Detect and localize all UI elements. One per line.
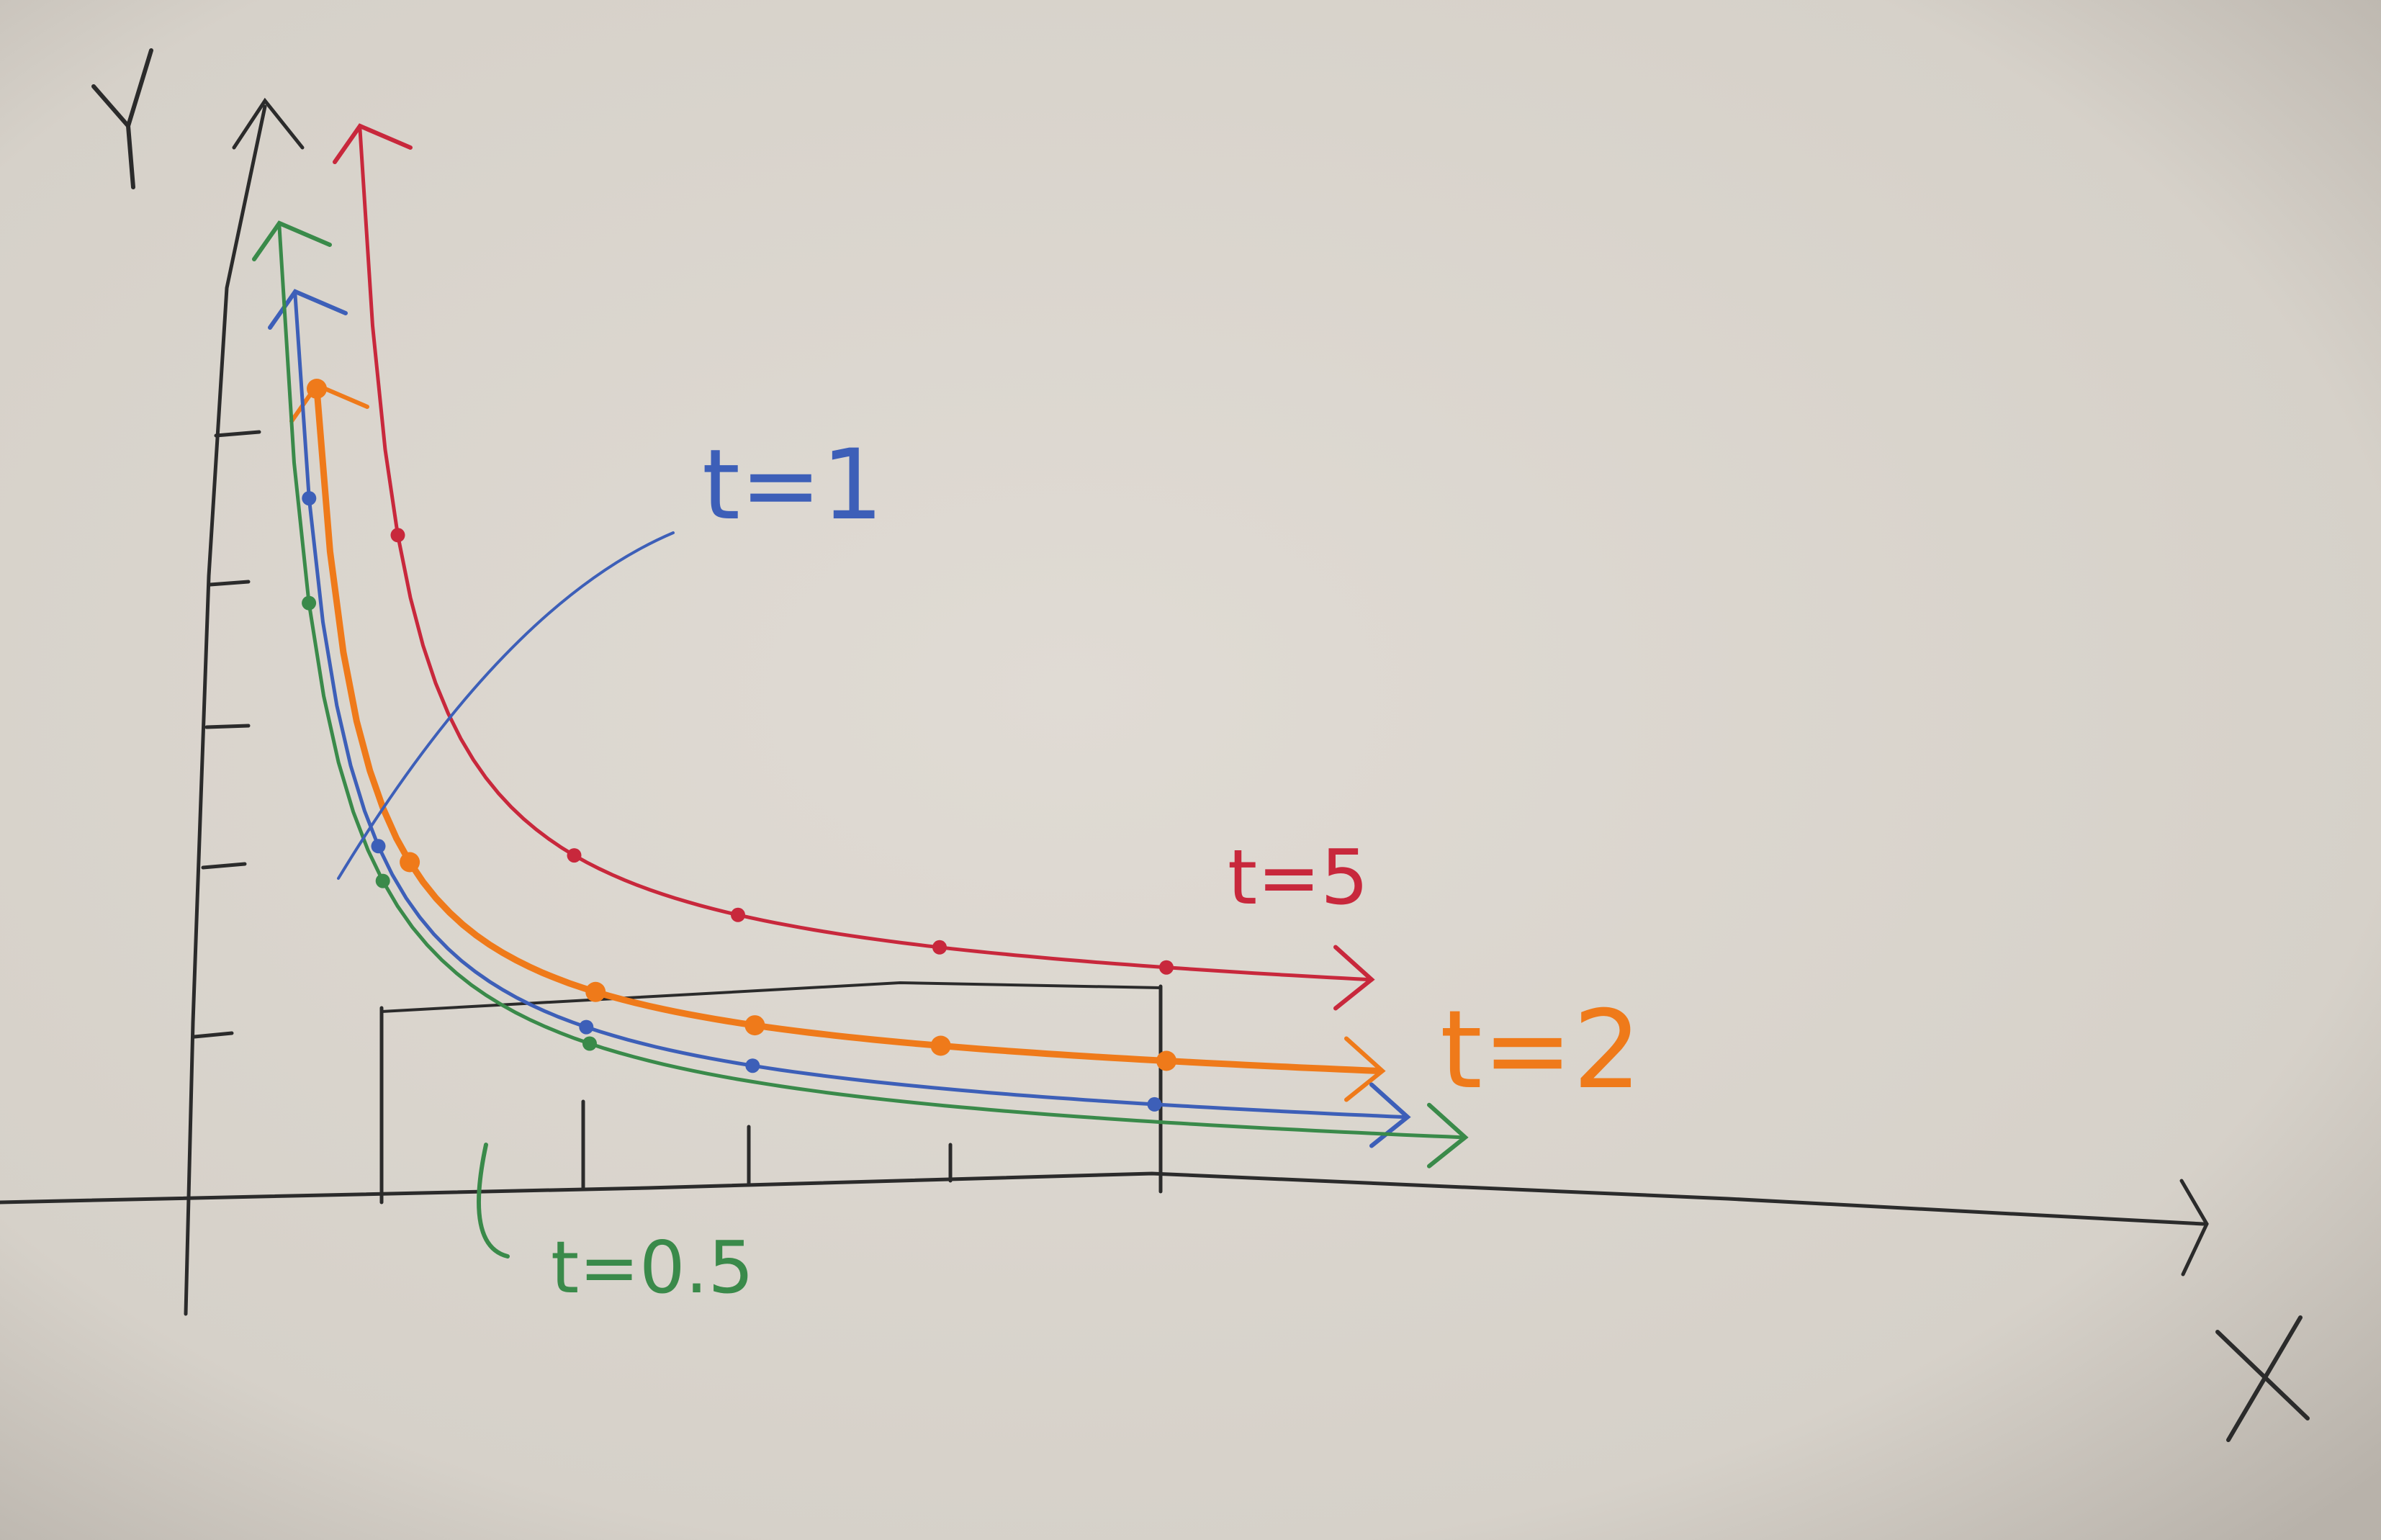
curve-point bbox=[585, 981, 606, 1002]
leader-t05 bbox=[477, 1143, 510, 1258]
curve-point bbox=[400, 852, 420, 873]
curve-point bbox=[1156, 1050, 1176, 1071]
curve-t-1 bbox=[293, 293, 1406, 1119]
curve-point bbox=[1147, 1097, 1162, 1112]
y-axis-label-glyph bbox=[91, 48, 153, 189]
axes bbox=[0, 97, 2209, 1316]
curve-point bbox=[582, 1036, 597, 1051]
curves-layer bbox=[252, 123, 1469, 1168]
y-tick bbox=[204, 724, 251, 729]
label-t1: t=1 bbox=[702, 428, 883, 541]
curve-point bbox=[930, 1035, 951, 1056]
curve-point bbox=[579, 1019, 594, 1035]
curve-point bbox=[1159, 960, 1174, 975]
y-axis bbox=[184, 104, 267, 1316]
curve-t-5 bbox=[358, 127, 1370, 981]
curve-point bbox=[744, 1015, 765, 1036]
curve-point bbox=[375, 873, 390, 888]
x-axis-arrowhead bbox=[2179, 1179, 2209, 1276]
leader-t1 bbox=[337, 531, 675, 880]
curve-point bbox=[731, 907, 745, 922]
y-tick bbox=[214, 430, 261, 438]
curve-point bbox=[302, 491, 317, 506]
label-t2: t=2 bbox=[1440, 988, 1642, 1113]
label-t5: t=5 bbox=[1228, 834, 1369, 922]
y-tick bbox=[208, 580, 251, 587]
curve-point bbox=[745, 1058, 760, 1073]
curve-top-arrowhead bbox=[252, 220, 332, 261]
curve-right-arrowhead bbox=[1344, 1036, 1386, 1102]
curve-point bbox=[307, 379, 327, 399]
curve-t-0-5 bbox=[277, 225, 1464, 1140]
curve-point bbox=[567, 848, 582, 863]
curve-t-2 bbox=[313, 385, 1382, 1074]
reference-line bbox=[380, 981, 1162, 1013]
y-axis-arrowhead bbox=[232, 97, 305, 150]
curve-top-arrowhead bbox=[333, 123, 413, 164]
curve-right-arrowhead bbox=[1333, 945, 1375, 1011]
curve-point bbox=[932, 940, 947, 955]
y-tick bbox=[201, 862, 247, 870]
curve-right-arrowhead bbox=[1427, 1102, 1469, 1168]
x-axis bbox=[0, 1171, 2205, 1226]
curve-point bbox=[390, 528, 405, 543]
curve-right-arrowhead bbox=[1369, 1082, 1411, 1148]
y-tick bbox=[192, 1031, 234, 1039]
curve-point bbox=[371, 839, 386, 854]
label-t05: t=0.5 bbox=[551, 1225, 754, 1310]
curve-top-arrowhead bbox=[268, 289, 348, 330]
curve-point bbox=[302, 595, 317, 611]
x-axis-label-glyph bbox=[2215, 1315, 2310, 1442]
